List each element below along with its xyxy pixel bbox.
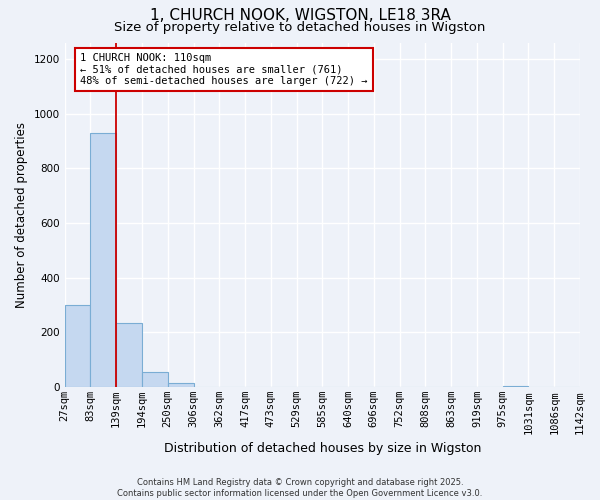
- Bar: [503, 386, 529, 387]
- Bar: [91, 133, 116, 387]
- Bar: [116, 323, 142, 387]
- Text: Contains HM Land Registry data © Crown copyright and database right 2025.
Contai: Contains HM Land Registry data © Crown c…: [118, 478, 482, 498]
- Bar: [142, 372, 168, 387]
- Y-axis label: Number of detached properties: Number of detached properties: [15, 122, 28, 308]
- X-axis label: Distribution of detached houses by size in Wigston: Distribution of detached houses by size …: [164, 442, 481, 455]
- Text: Size of property relative to detached houses in Wigston: Size of property relative to detached ho…: [115, 21, 485, 34]
- Bar: [65, 305, 91, 387]
- Bar: [168, 383, 193, 387]
- Text: 1, CHURCH NOOK, WIGSTON, LE18 3RA: 1, CHURCH NOOK, WIGSTON, LE18 3RA: [149, 8, 451, 22]
- Text: 1 CHURCH NOOK: 110sqm
← 51% of detached houses are smaller (761)
48% of semi-det: 1 CHURCH NOOK: 110sqm ← 51% of detached …: [80, 53, 368, 86]
